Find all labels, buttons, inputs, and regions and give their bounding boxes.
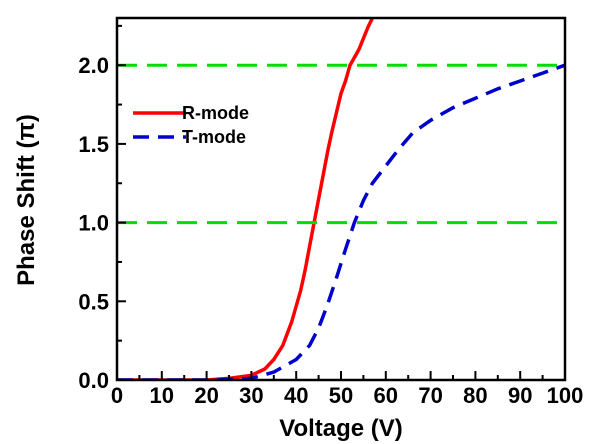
series-layer [117, 18, 565, 380]
series-line-r-mode [117, 18, 374, 380]
y-tick-label: 2.0 [78, 53, 109, 78]
legend-label-r-mode: R-mode [182, 103, 249, 123]
x-tick-label: 70 [418, 383, 442, 408]
series-line-t-mode [117, 63, 565, 380]
x-tick-label: 80 [463, 383, 487, 408]
x-tick-label: 100 [547, 383, 584, 408]
x-tick-label: 0 [111, 383, 123, 408]
y-tick-label: 1.0 [78, 211, 109, 236]
x-tick-label: 40 [284, 383, 308, 408]
ticks-layer: 0 10 20 30 40 50 60 70 80 90 100 0.0 0.5 1.0 1.5 2.0 [78, 24, 584, 408]
y-axis-title: Phase Shift (π) [13, 114, 40, 286]
legend: R-mode T-mode [133, 103, 249, 147]
x-axis-title: Voltage (V) [279, 415, 403, 442]
legend-label-t-mode: T-mode [182, 127, 246, 147]
x-tick-label: 20 [194, 383, 218, 408]
y-tick-label: 0.0 [78, 368, 109, 393]
x-tick-label: 10 [150, 383, 174, 408]
y-tick-label: 1.5 [78, 132, 109, 157]
x-tick-label: 30 [239, 383, 263, 408]
x-tick-label: 60 [374, 383, 398, 408]
x-tick-label: 50 [329, 383, 353, 408]
plot-frame [115, 16, 567, 382]
y-tick-label: 0.5 [78, 289, 109, 314]
x-tick-label: 90 [508, 383, 532, 408]
